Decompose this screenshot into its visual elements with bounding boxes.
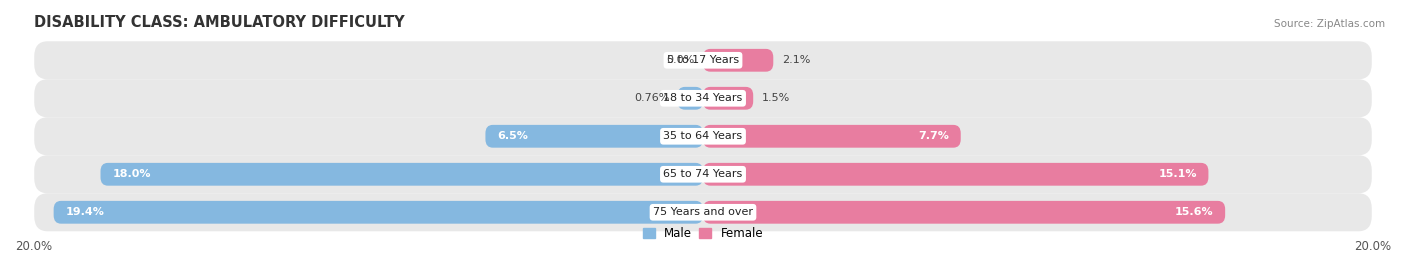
Text: 15.6%: 15.6% <box>1175 207 1213 217</box>
Text: 18.0%: 18.0% <box>112 169 150 179</box>
FancyBboxPatch shape <box>34 155 1372 193</box>
Text: 6.5%: 6.5% <box>498 131 529 141</box>
FancyBboxPatch shape <box>34 41 1372 79</box>
FancyBboxPatch shape <box>703 201 1225 224</box>
Text: 75 Years and over: 75 Years and over <box>652 207 754 217</box>
Text: DISABILITY CLASS: AMBULATORY DIFFICULTY: DISABILITY CLASS: AMBULATORY DIFFICULTY <box>34 15 404 30</box>
FancyBboxPatch shape <box>34 117 1372 155</box>
Text: 0.0%: 0.0% <box>666 55 695 65</box>
Text: 7.7%: 7.7% <box>918 131 949 141</box>
FancyBboxPatch shape <box>703 125 960 148</box>
FancyBboxPatch shape <box>485 125 703 148</box>
Text: 15.1%: 15.1% <box>1159 169 1197 179</box>
Text: 1.5%: 1.5% <box>762 93 790 103</box>
FancyBboxPatch shape <box>703 87 754 110</box>
FancyBboxPatch shape <box>703 163 1208 186</box>
FancyBboxPatch shape <box>34 193 1372 231</box>
Text: 18 to 34 Years: 18 to 34 Years <box>664 93 742 103</box>
FancyBboxPatch shape <box>53 201 703 224</box>
FancyBboxPatch shape <box>703 49 773 72</box>
Legend: Male, Female: Male, Female <box>643 227 763 240</box>
Text: Source: ZipAtlas.com: Source: ZipAtlas.com <box>1274 19 1385 29</box>
Text: 35 to 64 Years: 35 to 64 Years <box>664 131 742 141</box>
Text: 19.4%: 19.4% <box>65 207 104 217</box>
Text: 65 to 74 Years: 65 to 74 Years <box>664 169 742 179</box>
Text: 5 to 17 Years: 5 to 17 Years <box>666 55 740 65</box>
FancyBboxPatch shape <box>100 163 703 186</box>
Text: 2.1%: 2.1% <box>782 55 810 65</box>
FancyBboxPatch shape <box>34 79 1372 117</box>
Text: 0.76%: 0.76% <box>634 93 669 103</box>
FancyBboxPatch shape <box>678 87 703 110</box>
